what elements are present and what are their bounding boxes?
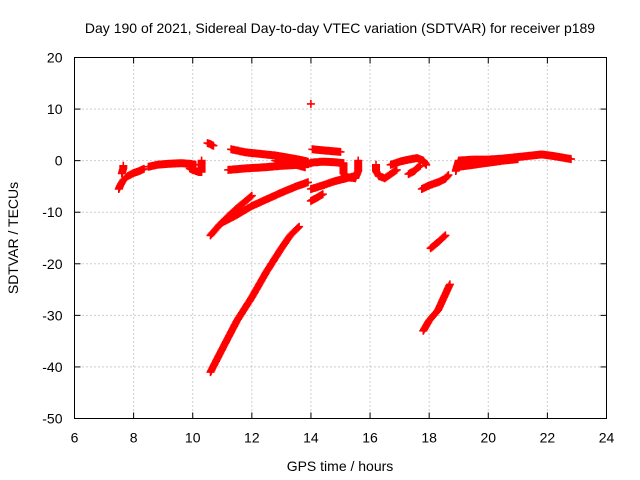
- data-point-markers: [117, 161, 128, 178]
- data-point-markers: [372, 160, 401, 183]
- x-tick-label: 8: [130, 430, 138, 446]
- series-track-25: [454, 155, 522, 171]
- x-tick-label: 6: [71, 430, 79, 446]
- series-track-7: [218, 178, 312, 227]
- x-tick-label: 10: [185, 430, 201, 446]
- series-track-3: [144, 159, 200, 171]
- x-tick-label: 24: [599, 430, 615, 446]
- data-point-markers: [218, 178, 312, 227]
- data-point-markers: [203, 139, 218, 150]
- series-track-18: [372, 160, 401, 183]
- y-tick-label: -20: [42, 256, 62, 272]
- series-track-9: [227, 145, 312, 166]
- data-point-markers: [426, 231, 450, 253]
- y-tick-label: -10: [42, 204, 62, 220]
- series-track-11: [271, 156, 309, 172]
- y-tick-labels: 20 10 0 -10 -20 -30 -40 -50: [42, 50, 62, 427]
- x-tick-label: 12: [244, 430, 260, 446]
- data-point-markers: [339, 156, 363, 183]
- series-track-1: [114, 164, 148, 193]
- y-axis-label: SDTVAR / TECUs: [5, 182, 21, 294]
- y-tick-label: 0: [55, 153, 63, 169]
- series-track-19: [386, 154, 431, 169]
- series-track-17: [339, 156, 363, 183]
- plot-frame: [74, 57, 607, 419]
- series-track-23: [419, 280, 454, 335]
- series-track-12: [306, 99, 315, 108]
- data-point-markers: [419, 280, 454, 335]
- x-tick-label: 22: [540, 430, 556, 446]
- series-track-13: [308, 145, 345, 156]
- y-tick-label: 10: [47, 101, 63, 117]
- x-tick-label: 16: [362, 430, 378, 446]
- axis-ticks: [74, 57, 607, 419]
- data-point-markers: [227, 145, 312, 166]
- data-point-markers: [144, 159, 200, 171]
- data-point-markers: [114, 164, 148, 193]
- series-track-22: [426, 231, 450, 253]
- data-point-markers: [306, 190, 327, 205]
- series-track-16: [306, 190, 327, 205]
- data-point-markers: [404, 161, 425, 179]
- data-point-markers: [308, 145, 345, 156]
- series-track-2: [117, 161, 128, 178]
- y-tick-label: 20: [47, 50, 63, 66]
- data-points: [114, 99, 575, 377]
- data-point-markers: [271, 156, 309, 172]
- series-track-20: [404, 161, 425, 179]
- x-axis-label: GPS time / hours: [287, 458, 394, 474]
- data-point-markers: [417, 171, 453, 193]
- y-tick-label: -40: [42, 359, 62, 375]
- grid-lines: [74, 57, 607, 419]
- y-tick-label: -50: [42, 411, 62, 427]
- y-tick-label: -30: [42, 307, 62, 323]
- x-tick-label: 20: [480, 430, 496, 446]
- data-point-markers: [206, 222, 304, 377]
- data-point-markers: [454, 155, 522, 171]
- series-track-4: [185, 156, 206, 176]
- series-track-21: [417, 171, 453, 193]
- x-tick-label: 14: [303, 430, 319, 446]
- data-point-markers: [306, 99, 315, 108]
- x-tick-label: 18: [421, 430, 437, 446]
- chart-title: Day 190 of 2021, Sidereal Day-to-day VTE…: [85, 20, 595, 36]
- x-tick-labels: 6 8 10 12 14 16 18 20 22 24: [71, 430, 615, 446]
- data-point-markers: [386, 154, 431, 169]
- data-point-markers: [185, 156, 206, 176]
- series-track-5: [203, 139, 218, 150]
- series-track-8: [206, 222, 304, 377]
